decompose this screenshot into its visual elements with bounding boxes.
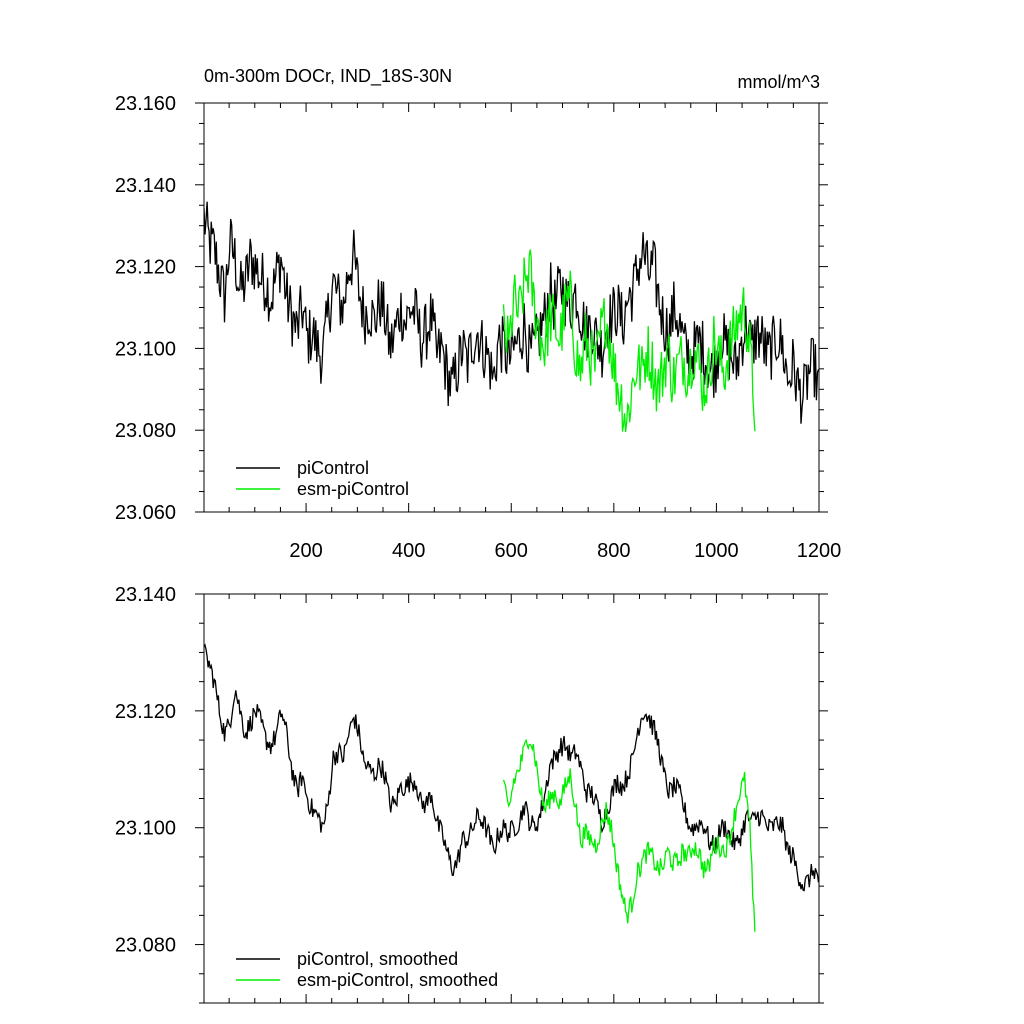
top-panel: 200 400 600 800 1000 1200 23.060 23.080 23.100 23… (115, 93, 841, 562)
legend-label: piControl, smoothed (297, 949, 458, 969)
y-tick-label: 23.160 (115, 93, 176, 115)
x-tick-label: 200 (289, 540, 322, 562)
y-tick-label: 23.080 (115, 935, 176, 957)
legend-label: esm-piControl, smoothed (297, 970, 498, 990)
bottom-panel: 23.080 23.100 23.120 23.140 piControl, smoot… (115, 584, 828, 1004)
legend-label: esm-piControl (297, 479, 409, 499)
y-tick-label: 23.140 (115, 175, 176, 197)
y-tick-label: 23.120 (115, 257, 176, 279)
chart-title: 0m-300m DOCr, IND_18S-30N (204, 66, 452, 87)
y-tick-label: 23.100 (115, 818, 176, 840)
x-tick-label: 600 (495, 540, 528, 562)
y-tick-label: 23.120 (115, 701, 176, 723)
series-line-esm-picontrol (502, 249, 756, 433)
x-tick-label: 800 (597, 540, 630, 562)
series-line-picontrol (204, 643, 819, 892)
units-label: mmol/m^3 (738, 72, 820, 92)
series-line-esm-picontrol (502, 738, 756, 932)
x-tick-label: 1000 (694, 540, 739, 562)
y-tick-label: 23.080 (115, 420, 176, 442)
y-tick-label: 23.140 (115, 584, 176, 606)
legend-label: piControl (297, 458, 369, 478)
y-tick-label: 23.100 (115, 338, 176, 360)
series-line-picontrol (204, 201, 819, 424)
y-tick-label: 23.060 (115, 502, 176, 524)
x-tick-label: 1200 (797, 540, 842, 562)
x-tick-label: 400 (392, 540, 425, 562)
